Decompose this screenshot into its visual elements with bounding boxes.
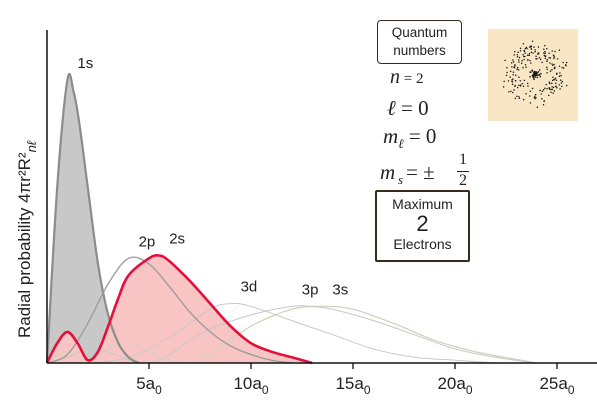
- series-1s-area: [47, 73, 139, 364]
- quantum-number-ms: m s = ± 1 2: [380, 151, 480, 192]
- x-tick-label-2: 15a0: [335, 374, 370, 397]
- ml-symbol: m: [383, 124, 399, 148]
- maximum-electrons-box: Maximum 2 Electrons: [375, 190, 470, 262]
- ms-fraction-numerator: 1: [459, 151, 467, 168]
- l-value: = 0: [395, 96, 429, 120]
- n-symbol: n: [390, 66, 400, 88]
- ml-value: = 0: [403, 124, 437, 148]
- series-2p-line: [46, 256, 292, 364]
- orbital-dot-density-image: [488, 29, 578, 121]
- ms-value: = ±: [406, 160, 435, 184]
- series-label-3s: 3s: [332, 281, 348, 298]
- ml-subscript: ℓ: [398, 136, 404, 152]
- max-box-line3: Electrons: [393, 236, 452, 252]
- ms-fraction-denominator: 2: [459, 172, 467, 189]
- series-label-2p: 2p: [139, 233, 156, 250]
- quantum-number-ml: mℓ = 0: [383, 124, 436, 152]
- quantum-numbers-box: Quantum numbers: [377, 20, 462, 64]
- y-axis-label: Radial probability 4πr²R²nℓ: [15, 140, 39, 338]
- quantum-box-line2: numbers: [393, 43, 446, 58]
- series-label-2s: 2s: [169, 231, 185, 248]
- series-label-3p: 3p: [302, 281, 319, 298]
- series-1s-line: [45, 72, 140, 364]
- n-value: = 2: [400, 71, 424, 87]
- l-symbol: ℓ: [387, 96, 396, 120]
- x-tick-label-4: 25a0: [539, 374, 574, 397]
- x-tick-label-1: 10a0: [233, 374, 268, 397]
- quantum-number-n: n = 2: [390, 66, 423, 89]
- x-tick-label-3: 20a0: [437, 374, 472, 397]
- series-label-3d: 3d: [241, 279, 258, 296]
- series-3p-line: [46, 305, 537, 364]
- series-label-1s: 1s: [77, 55, 93, 72]
- x-tick-label-0: 5a0: [136, 374, 162, 397]
- quantum-box-line1: Quantum: [391, 25, 448, 40]
- max-box-line1: Maximum: [392, 196, 453, 212]
- ms-subscript: s: [398, 172, 404, 187]
- ms-fraction-bar: [457, 171, 469, 172]
- ms-symbol: m: [380, 160, 396, 184]
- quantum-number-l: ℓ = 0: [387, 96, 429, 121]
- series-2s-line: [45, 253, 313, 365]
- max-box-count: 2: [416, 211, 429, 236]
- series-2s-area: [47, 255, 313, 363]
